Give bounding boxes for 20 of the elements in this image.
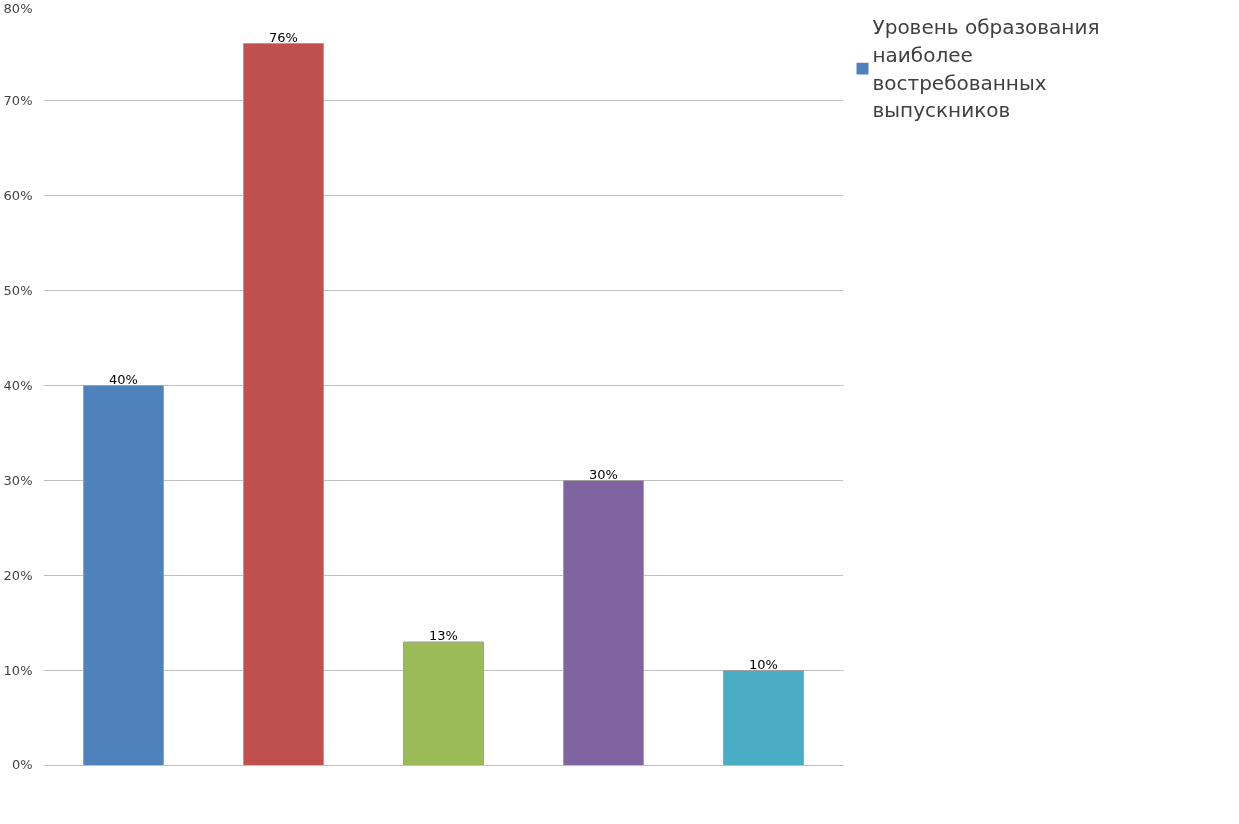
- data-label: 40%: [109, 371, 138, 387]
- y-tick-label: 10%: [3, 663, 33, 678]
- y-tick-label: 50%: [3, 283, 33, 298]
- y-tick-label: 0%: [11, 756, 33, 772]
- bar: [563, 480, 644, 766]
- bar: [723, 670, 804, 766]
- data-label: 13%: [429, 628, 458, 643]
- bar: [83, 385, 164, 766]
- bar: [403, 641, 484, 766]
- data-label: 30%: [589, 466, 618, 482]
- bar: [243, 43, 324, 766]
- y-tick-label: 20%: [3, 568, 33, 583]
- y-tick-label: 70%: [3, 93, 33, 108]
- y-tick-label: 60%: [3, 188, 33, 203]
- legend-label: Уровень образования наиболее востребованных выпускников: [872, 15, 1100, 123]
- y-tick-label: 40%: [3, 378, 33, 393]
- data-label: 76%: [269, 29, 298, 45]
- y-tick-label: 30%: [3, 473, 33, 488]
- y-tick-label: 80%: [3, 0, 33, 16]
- data-label: 10%: [749, 656, 778, 672]
